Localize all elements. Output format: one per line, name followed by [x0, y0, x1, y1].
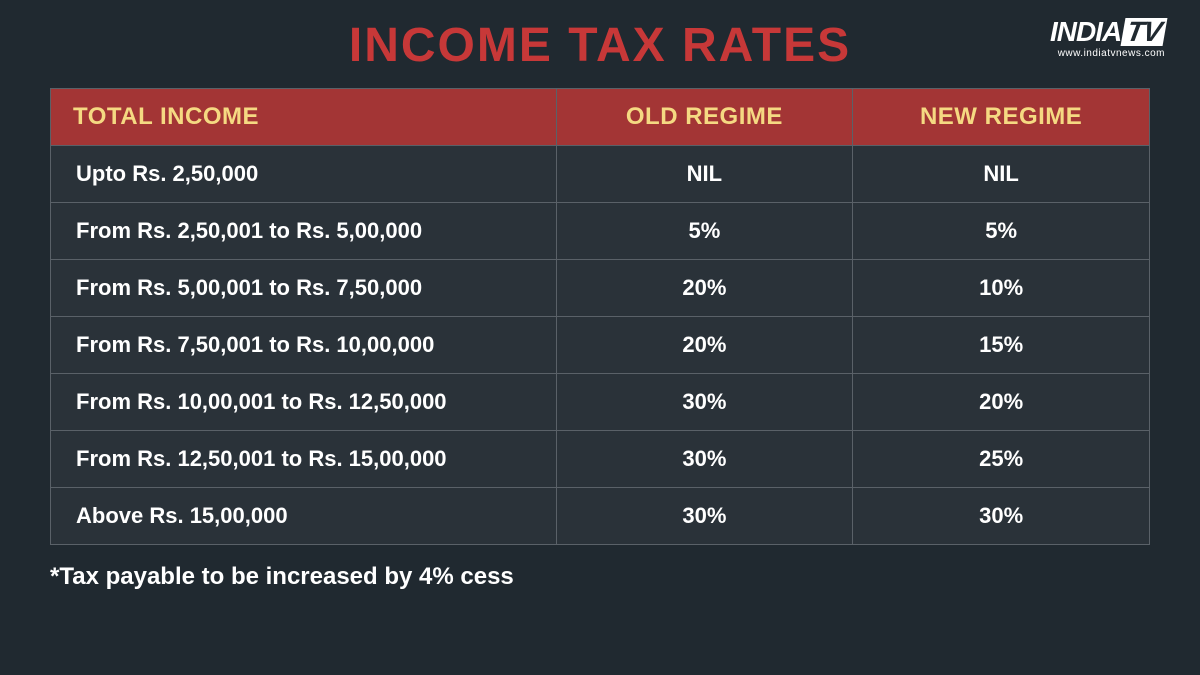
table-row: From Rs. 10,00,001 to Rs. 12,50,000 30% …: [51, 374, 1150, 431]
cell-old-regime: 30%: [556, 374, 853, 431]
cell-old-regime: 20%: [556, 260, 853, 317]
column-header-old-regime: OLD REGIME: [556, 89, 853, 146]
table-row: From Rs. 2,50,001 to Rs. 5,00,000 5% 5%: [51, 203, 1150, 260]
cell-income: From Rs. 10,00,001 to Rs. 12,50,000: [51, 374, 557, 431]
cell-old-regime: NIL: [556, 146, 853, 203]
brand-logo: INDIATV www.indiatvnews.com: [1050, 18, 1165, 59]
cell-income: From Rs. 2,50,001 to Rs. 5,00,000: [51, 203, 557, 260]
cell-income: From Rs. 7,50,001 to Rs. 10,00,000: [51, 317, 557, 374]
cell-old-regime: 5%: [556, 203, 853, 260]
table-row: Upto Rs. 2,50,000 NIL NIL: [51, 146, 1150, 203]
cell-old-regime: 30%: [556, 488, 853, 545]
cell-new-regime: 10%: [853, 260, 1150, 317]
page-title: INCOME TAX RATES: [0, 0, 1200, 73]
tax-rates-table-container: TOTAL INCOME OLD REGIME NEW REGIME Upto …: [50, 88, 1150, 545]
cell-income: Above Rs. 15,00,000: [51, 488, 557, 545]
cell-new-regime: 20%: [853, 374, 1150, 431]
cell-new-regime: NIL: [853, 146, 1150, 203]
tax-rates-table: TOTAL INCOME OLD REGIME NEW REGIME Upto …: [50, 88, 1150, 545]
column-header-income: TOTAL INCOME: [51, 89, 557, 146]
logo-brand-part2: TV: [1121, 18, 1168, 46]
cell-new-regime: 25%: [853, 431, 1150, 488]
table-row: From Rs. 5,00,001 to Rs. 7,50,000 20% 10…: [51, 260, 1150, 317]
table-row: From Rs. 7,50,001 to Rs. 10,00,000 20% 1…: [51, 317, 1150, 374]
column-header-new-regime: NEW REGIME: [853, 89, 1150, 146]
footnote-text: *Tax payable to be increased by 4% cess: [50, 563, 1200, 591]
logo-text: INDIATV: [1050, 18, 1165, 46]
cell-income: From Rs. 5,00,001 to Rs. 7,50,000: [51, 260, 557, 317]
table-row: Above Rs. 15,00,000 30% 30%: [51, 488, 1150, 545]
table-row: From Rs. 12,50,001 to Rs. 15,00,000 30% …: [51, 431, 1150, 488]
cell-old-regime: 20%: [556, 317, 853, 374]
cell-new-regime: 30%: [853, 488, 1150, 545]
cell-old-regime: 30%: [556, 431, 853, 488]
logo-url: www.indiatvnews.com: [1050, 48, 1165, 59]
cell-income: Upto Rs. 2,50,000: [51, 146, 557, 203]
logo-brand-part1: INDIA: [1050, 16, 1121, 47]
cell-new-regime: 5%: [853, 203, 1150, 260]
cell-income: From Rs. 12,50,001 to Rs. 15,00,000: [51, 431, 557, 488]
cell-new-regime: 15%: [853, 317, 1150, 374]
table-header-row: TOTAL INCOME OLD REGIME NEW REGIME: [51, 89, 1150, 146]
